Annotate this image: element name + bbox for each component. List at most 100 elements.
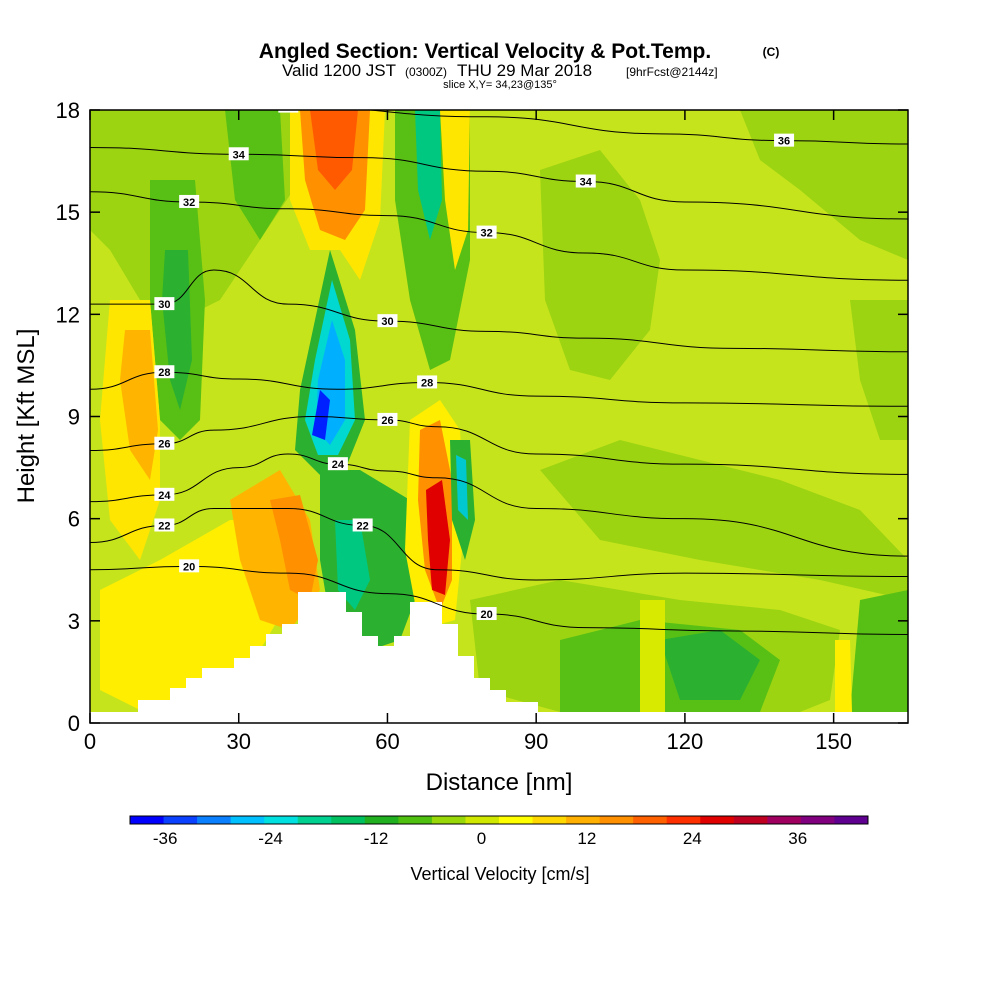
x-tick-label: 150: [815, 729, 852, 754]
contour-label-box: [575, 174, 596, 188]
colorbar-swatch: [197, 816, 232, 824]
field-region-green-right-mid: [850, 300, 908, 440]
field-region-teal-strip-right: [456, 455, 468, 520]
colorbar-swatch: [398, 816, 433, 824]
y-tick-label: 9: [68, 405, 80, 430]
theta-contour-label: 30: [381, 316, 393, 328]
colorbar-swatch: [599, 816, 634, 824]
colorbar-swatch: [130, 816, 165, 824]
subtitle-valid: Valid 1200 JST: [282, 61, 396, 80]
x-axis-ticks: 0 30 60 90 120 150: [84, 110, 852, 754]
colorbar-swatch: [666, 816, 701, 824]
theta-contour-label: 32: [480, 228, 492, 240]
colorbar-tick-label: 0: [477, 829, 486, 848]
colorbar-swatch: [264, 816, 299, 824]
field-region-green-right-top: [740, 110, 908, 260]
field-region-yellow-upper-right-strip: [440, 110, 470, 270]
x-axis-label: Distance [nm]: [426, 769, 573, 796]
contour-label-box: [154, 518, 175, 532]
theta-contour-label: 34: [233, 149, 246, 161]
field-region-teal-center-lower: [335, 520, 370, 610]
y-tick-label: 15: [56, 200, 80, 225]
colorbar-swatch: [834, 816, 869, 824]
contour-label-box: [154, 487, 175, 501]
x-tick-label: 0: [84, 729, 96, 754]
theta-contour-label: 30: [158, 299, 170, 311]
theta-contour-label: 22: [357, 520, 369, 532]
field-region-yellow-bottom-right: [640, 600, 665, 712]
colorbar-swatch: [767, 816, 802, 824]
colorbar-swatch: [800, 816, 835, 824]
x-tick-label: 120: [667, 729, 704, 754]
contour-label-box: [774, 133, 795, 147]
colorbar-ticks: -36 -24 -12 0 12 24 36: [153, 829, 807, 848]
theta-contour-line: [90, 507, 908, 581]
theta-contour-line: [90, 415, 908, 475]
colorbar-swatch: [733, 816, 768, 824]
contour-label-box: [377, 412, 398, 426]
field-region-yellow-bottom-far-right: [835, 640, 852, 712]
plot-area: 20 20 22 22 24 24 26 26 28 28 30 30 32 32 34 34 36 36: [90, 110, 908, 723]
colorbar-tick-label: 24: [683, 829, 702, 848]
colorbar-swatch: [633, 816, 668, 824]
field-region-blue-diamond-core: [312, 390, 330, 440]
field-region-green-right-upper: [540, 150, 660, 380]
contour-label-box: [476, 225, 497, 239]
contour-label-box: [327, 457, 348, 471]
theta-contour-line: [90, 453, 908, 557]
colorbar-tick-label: 12: [577, 829, 596, 848]
subtitle-date: THU 29 Mar 2018: [457, 61, 592, 80]
theta-contour-label: 24: [158, 490, 171, 502]
colorbar-tick-label: 36: [788, 829, 807, 848]
theta-contour-label: 26: [158, 439, 170, 451]
y-tick-label: 6: [68, 507, 80, 532]
slice-text: slice X,Y= 34,23@135°: [443, 79, 557, 91]
field-region-red-central-column: [310, 110, 358, 190]
field-region-green-upper-center: [225, 110, 285, 240]
field-region-orange-left: [120, 330, 158, 480]
theta-contour-label: 34: [580, 177, 593, 189]
theta-contour-label: 32: [183, 197, 195, 209]
contour-label-box: [476, 607, 497, 621]
contour-label-box: [377, 314, 398, 328]
field-region-teal-upper-right-column: [415, 110, 442, 240]
x-tick-label: 90: [524, 729, 548, 754]
colorbar-swatch: [532, 816, 567, 824]
colorbar-swatch: [700, 816, 735, 824]
theta-contour-line: [90, 269, 908, 353]
theta-contour-line: [90, 565, 908, 635]
x-tick-label: 60: [375, 729, 399, 754]
colorbar-swatch: [499, 816, 534, 824]
colorbar-swatch: [465, 816, 500, 824]
chart-title-unit: (C): [763, 45, 780, 59]
velocity-field: [90, 110, 908, 712]
colorbar-swatch: [230, 816, 265, 824]
field-region-green-bottom-far-right: [850, 590, 908, 712]
colorbar-swatch: [163, 816, 198, 824]
colorbar-swatch: [297, 816, 332, 824]
chart-title: Angled Section: Vertical Velocity & Pot.…: [259, 40, 711, 63]
contour-label-box: [154, 365, 175, 379]
contour-label-box: [179, 194, 200, 208]
theta-contour-label: 26: [381, 415, 393, 427]
theta-contour-label: 28: [158, 367, 170, 379]
colorbar-swatch: [431, 816, 466, 824]
terrain-mask: [90, 592, 908, 723]
chart-subtitle: Valid 1200 JST (0300Z) THU 29 Mar 2018 […: [282, 61, 718, 91]
field-region-green-bottom-right-dark: [660, 630, 760, 700]
theta-contour-label: 20: [183, 561, 195, 573]
theta-contour-label: 20: [480, 609, 492, 621]
contour-label-box: [154, 297, 175, 311]
theta-contour-line: [90, 191, 908, 281]
theta-contour-label: 36: [778, 136, 790, 148]
subtitle-fcst: [9hrFcst@2144z]: [626, 65, 718, 79]
x-tick-label: 30: [226, 729, 250, 754]
field-region-red-lower-right-column: [426, 480, 450, 595]
colorbar-swatch: [364, 816, 399, 824]
contour-label-box: [179, 559, 200, 573]
colorbar-label: Vertical Velocity [cm/s]: [410, 864, 589, 884]
colorbar: [129, 815, 869, 825]
contour-label-box: [417, 375, 438, 389]
